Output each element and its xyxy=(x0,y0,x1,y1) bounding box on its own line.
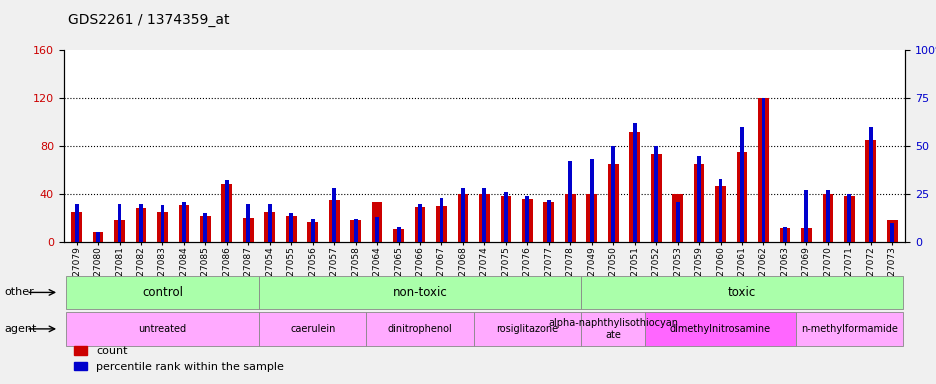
Bar xyxy=(117,204,122,242)
Bar xyxy=(696,156,700,242)
Bar xyxy=(139,204,143,242)
Bar xyxy=(136,209,146,242)
Bar xyxy=(435,206,446,242)
Bar xyxy=(718,179,722,242)
Text: GDS2261 / 1374359_at: GDS2261 / 1374359_at xyxy=(68,13,229,27)
Bar xyxy=(800,227,811,242)
Bar xyxy=(693,164,704,242)
Bar xyxy=(478,194,490,242)
Bar xyxy=(264,212,275,242)
Text: caerulein: caerulein xyxy=(290,324,335,334)
Text: rosiglitazone: rosiglitazone xyxy=(496,324,558,334)
Bar xyxy=(179,205,189,242)
Bar xyxy=(825,190,829,242)
Bar xyxy=(221,184,232,242)
Text: alpha-naphthylisothiocyan
ate: alpha-naphthylisothiocyan ate xyxy=(548,318,678,340)
Text: dinitrophenol: dinitrophenol xyxy=(388,324,452,334)
Bar xyxy=(589,159,593,242)
Bar xyxy=(671,194,682,242)
Bar xyxy=(675,202,679,242)
Bar xyxy=(225,180,228,242)
Bar xyxy=(242,218,254,242)
Bar xyxy=(779,227,789,242)
Bar xyxy=(457,194,468,242)
Text: toxic: toxic xyxy=(727,286,755,299)
Bar xyxy=(610,146,615,242)
Bar xyxy=(525,196,529,242)
Bar xyxy=(289,213,293,242)
Bar xyxy=(353,219,358,242)
Bar xyxy=(629,132,639,242)
Bar xyxy=(96,232,100,242)
Bar xyxy=(160,205,164,242)
Bar xyxy=(757,98,768,242)
Bar xyxy=(114,220,124,242)
Bar xyxy=(804,190,808,242)
Bar xyxy=(889,223,893,242)
Bar xyxy=(482,188,486,242)
Bar xyxy=(782,227,786,242)
Bar xyxy=(307,222,317,242)
Bar xyxy=(157,212,168,242)
Bar xyxy=(417,204,421,242)
Bar xyxy=(761,98,765,242)
Bar xyxy=(632,123,636,242)
Bar xyxy=(868,127,871,242)
Bar xyxy=(564,194,575,242)
Bar xyxy=(393,229,403,242)
Bar xyxy=(739,127,743,242)
Bar xyxy=(886,220,897,242)
Bar xyxy=(268,204,271,242)
Bar xyxy=(203,213,207,242)
Bar xyxy=(568,161,572,242)
Bar xyxy=(415,207,425,242)
Bar xyxy=(543,202,553,242)
Bar xyxy=(461,188,464,242)
Bar xyxy=(547,200,550,242)
Text: dimethylnitrosamine: dimethylnitrosamine xyxy=(669,324,770,334)
Bar xyxy=(75,204,79,242)
Bar xyxy=(285,215,297,242)
Bar xyxy=(246,204,250,242)
Bar xyxy=(396,227,400,242)
Text: non-toxic: non-toxic xyxy=(392,286,446,299)
Bar xyxy=(439,198,443,242)
Bar xyxy=(182,202,185,242)
Bar xyxy=(500,196,511,242)
Bar xyxy=(607,164,618,242)
Bar xyxy=(736,152,747,242)
Bar xyxy=(822,194,832,242)
Bar xyxy=(651,154,661,242)
Bar xyxy=(504,192,507,242)
Bar xyxy=(329,200,339,242)
Bar xyxy=(93,232,103,242)
Text: n-methylformamide: n-methylformamide xyxy=(800,324,897,334)
Bar xyxy=(586,194,596,242)
Text: other: other xyxy=(5,287,35,298)
Text: agent: agent xyxy=(5,324,37,334)
Bar xyxy=(865,140,875,242)
Text: control: control xyxy=(141,286,183,299)
Bar xyxy=(521,199,533,242)
Bar xyxy=(71,212,81,242)
Bar xyxy=(374,217,379,242)
Bar xyxy=(311,219,314,242)
Bar xyxy=(350,220,360,242)
Text: untreated: untreated xyxy=(139,324,186,334)
Bar xyxy=(653,146,657,242)
Bar xyxy=(846,194,851,242)
Bar xyxy=(372,202,382,242)
Bar xyxy=(332,188,336,242)
Bar xyxy=(714,185,725,242)
Legend: count, percentile rank within the sample: count, percentile rank within the sample xyxy=(69,342,288,377)
Bar xyxy=(199,215,211,242)
Bar xyxy=(843,196,854,242)
